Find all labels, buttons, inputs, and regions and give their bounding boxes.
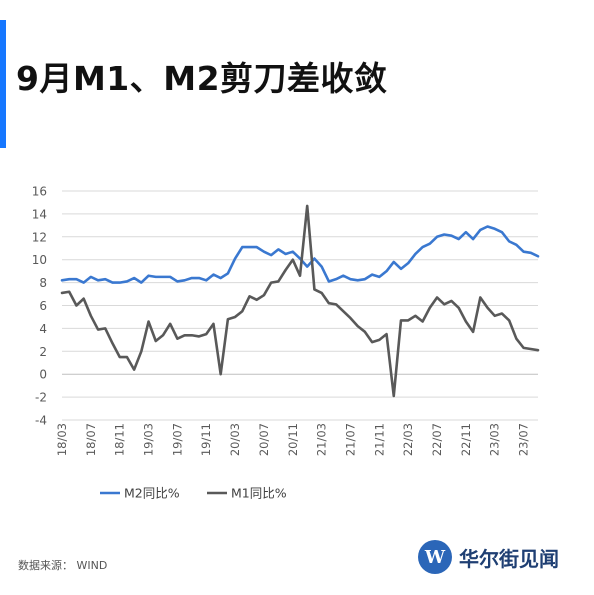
- page-title: 9月M1、M2剪刀差收敛: [16, 59, 388, 98]
- y-tick-label: 16: [32, 185, 47, 199]
- y-tick-label: 0: [39, 368, 47, 382]
- series-line-m1: [60, 204, 540, 398]
- x-tick-label: 18/03: [55, 423, 69, 456]
- brand-name: 华尔街见闻: [459, 546, 559, 571]
- x-tick-label: 22/11: [459, 423, 473, 456]
- x-tick-label: 20/11: [286, 423, 300, 456]
- x-tick-label: 20/03: [228, 423, 242, 456]
- y-tick-label: 4: [39, 322, 47, 336]
- x-tick-label: 18/11: [113, 423, 127, 456]
- x-tick-label: 20/07: [257, 423, 271, 456]
- y-tick-label: 14: [32, 207, 47, 221]
- accent-bar: [0, 20, 6, 148]
- x-tick-label: 19/07: [170, 423, 184, 456]
- y-tick-label: 10: [32, 253, 47, 267]
- data-source-note: 数据来源： WIND: [18, 559, 108, 572]
- x-tick-label: 23/03: [488, 423, 502, 456]
- y-tick-label: 2: [39, 345, 47, 359]
- line-chart: -4 -2 0 2 4 6 8 10 12 14 16 18/03 18/07 18/11 19/03 19/…: [32, 185, 540, 501]
- legend-label: M1同比%: [231, 486, 287, 501]
- x-tick-label: 21/07: [343, 423, 357, 456]
- x-tick-label: 21/03: [315, 423, 329, 456]
- x-tick-label: 21/11: [372, 423, 386, 456]
- wallstreetcn-logo-icon: W: [418, 540, 452, 574]
- x-tick-label: 22/03: [401, 423, 415, 456]
- x-tick-label: 22/07: [430, 423, 444, 456]
- y-tick-label: -4: [35, 414, 47, 428]
- x-tick-label: 18/07: [84, 423, 98, 456]
- y-tick-label: 12: [32, 230, 47, 244]
- y-tick-label: 6: [39, 299, 47, 313]
- y-tick-label: -2: [35, 391, 47, 405]
- x-tick-label: 19/03: [142, 423, 156, 456]
- legend-label: M2同比%: [124, 486, 180, 501]
- x-tick-label: 19/11: [199, 423, 213, 456]
- x-tick-label: 23/07: [517, 423, 531, 456]
- brand-logo-group: W 华尔街见闻: [418, 540, 559, 574]
- series-line-m2: [60, 225, 540, 284]
- y-tick-label: 8: [39, 276, 47, 290]
